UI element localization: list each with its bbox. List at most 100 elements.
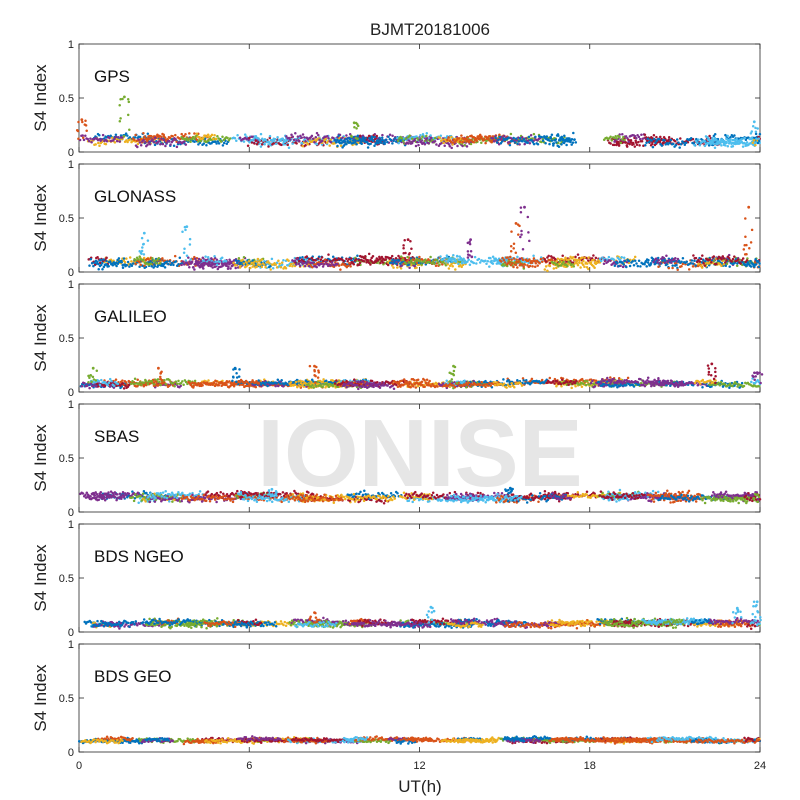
data-point [668,141,671,145]
data-point [122,134,126,138]
data-point [368,384,371,388]
data-point [310,381,313,385]
data-point [347,137,351,140]
data-point [117,257,121,260]
data-point [472,140,476,144]
data-point [280,143,283,147]
data-point [375,134,379,138]
data-point [97,141,100,145]
data-point [621,132,624,136]
data-point [320,262,324,266]
data-point [82,138,86,142]
data-point [191,266,195,269]
data-point [455,139,458,142]
data-point [101,261,104,265]
data-point [744,217,747,220]
data-point [589,261,593,264]
data-point [389,138,393,142]
data-point [527,231,530,234]
data-point [545,135,549,138]
data-point [335,379,338,382]
data-point [414,144,418,148]
data-point [359,385,363,388]
data-point [220,256,224,259]
data-point [702,262,705,265]
data-point [213,133,216,137]
data-point [497,138,500,141]
data-point [526,141,529,145]
data-point [713,133,717,136]
data-point [322,378,325,381]
data-point [320,143,324,146]
data-point [517,260,520,264]
data-point [627,140,630,143]
data-point [314,259,317,262]
data-point [124,263,127,267]
data-point [506,256,509,259]
data-point [85,384,89,387]
data-point [368,142,371,146]
data-point [172,263,175,267]
data-point [268,261,271,265]
data-point [354,139,357,142]
data-point [92,264,95,268]
data-point [257,382,261,385]
data-point [388,257,391,261]
data-point [700,266,704,269]
data-point [514,251,518,254]
data-point [725,141,728,145]
data-point [461,140,464,144]
data-point [408,140,411,143]
data-point [158,134,162,138]
data-point [460,261,464,265]
data-point [613,264,617,268]
data-point [296,257,299,261]
data-point [510,230,513,233]
data-point [635,143,639,147]
data-point [312,386,315,389]
data-point [727,257,731,260]
data-point [131,379,134,383]
data-point [305,255,309,258]
data-point [725,258,728,262]
data-point [510,258,513,261]
data-point [637,140,640,144]
data-point [752,139,756,142]
data-point [572,265,576,268]
data-point-peak [185,225,189,229]
data-point [490,261,494,265]
data-point [274,384,277,388]
data-point [443,257,446,260]
data-point [119,98,122,101]
data-point [355,127,358,130]
data-point [234,266,237,270]
data-point [356,254,359,257]
data-point [208,258,211,261]
data-point [159,143,162,146]
data-point [216,140,220,143]
data-point [225,264,228,268]
data-point [758,139,761,143]
data-point [96,255,99,259]
data-point [251,265,255,268]
data-point [175,382,179,386]
data-point [293,383,297,386]
data-point [163,379,166,382]
data-point [416,378,420,382]
data-point [676,268,679,272]
data-point [315,143,319,146]
data-point [138,261,141,264]
data-point [89,257,93,261]
data-point [83,382,86,385]
data-point [300,136,303,139]
data-point [631,141,635,145]
data-point [381,384,384,387]
data-point [301,144,305,148]
data-point [568,261,572,265]
data-point [745,243,748,247]
data-point-peak [514,222,518,225]
data-point [434,264,438,267]
data-point [543,268,547,271]
data-point [329,141,333,144]
data-point [547,254,550,258]
